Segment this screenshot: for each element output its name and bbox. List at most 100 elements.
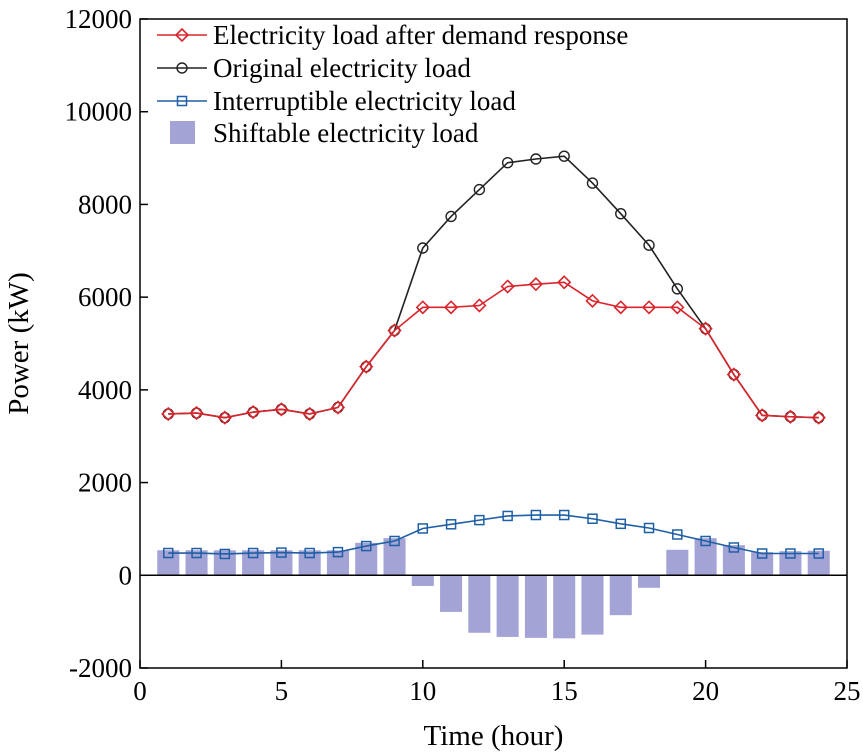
legend-item: Shiftable electricity load	[170, 118, 479, 148]
point-marker-square	[502, 510, 513, 522]
point-marker-circle	[558, 150, 570, 162]
point-marker-square	[558, 509, 570, 521]
shiftable-load-bar	[411, 575, 434, 586]
point-marker-diamond	[726, 367, 742, 382]
line-series	[161, 150, 826, 560]
legend: Electricity load after demand responseOr…	[157, 20, 628, 148]
shiftable-load-bar	[609, 575, 632, 616]
x-tick-label: 15	[551, 676, 578, 706]
shiftable-load-bar	[440, 575, 463, 612]
point-marker-square	[672, 529, 683, 540]
point-marker-diamond	[174, 27, 190, 43]
point-marker-diamond	[274, 402, 289, 417]
y-tick-label: 0	[119, 560, 133, 590]
x-axis-label: Time (hour)	[424, 720, 564, 752]
point-marker-square	[587, 513, 598, 524]
shiftable-load-bar	[638, 575, 661, 588]
x-tick-label: 0	[133, 676, 147, 706]
point-marker-square	[530, 509, 542, 521]
axis-ticks: 0 5 10 15 20 25-20000200040006000800010000120…	[65, 4, 861, 706]
series-diamond	[161, 275, 826, 425]
shiftable-load-bar	[496, 575, 519, 637]
point-marker-square	[332, 546, 344, 558]
shiftable-load-bar	[213, 550, 236, 576]
point-marker-square	[785, 548, 796, 559]
point-marker-square	[276, 547, 287, 558]
legend-swatch	[170, 121, 195, 144]
shiftable-load-bar	[694, 538, 717, 576]
series-line	[168, 155, 819, 419]
point-marker-square	[247, 547, 259, 559]
point-marker-circle	[176, 62, 188, 74]
point-marker-circle	[671, 283, 684, 295]
point-marker-square	[474, 514, 485, 526]
point-marker-square	[417, 523, 429, 534]
point-marker-square	[219, 548, 231, 560]
point-marker-circle	[586, 177, 599, 189]
shiftable-load-bar	[242, 550, 265, 576]
point-marker-circle	[501, 157, 514, 169]
point-marker-diamond	[585, 293, 600, 308]
shiftable-load-bar	[468, 575, 491, 633]
shiftable-load-bar	[524, 575, 547, 638]
point-marker-diamond	[415, 300, 430, 315]
point-marker-square	[389, 535, 400, 547]
point-marker-diamond	[613, 300, 628, 315]
shiftable-load-bar	[157, 550, 180, 576]
point-marker-diamond	[500, 279, 515, 294]
point-marker-square	[813, 548, 824, 559]
y-tick-label: 10000	[65, 97, 133, 127]
shiftable-load-bar	[751, 552, 774, 576]
point-marker-circle	[417, 242, 429, 254]
legend-label: Shiftable electricity load	[213, 118, 479, 148]
point-marker-circle	[473, 183, 486, 196]
legend-label: Interruptible electricity load	[213, 86, 516, 116]
point-marker-square	[176, 95, 188, 107]
point-marker-circle	[445, 210, 457, 223]
point-marker-square	[643, 522, 655, 534]
legend-item: Interruptible electricity load	[157, 86, 516, 116]
point-marker-square	[360, 540, 372, 552]
x-tick-label: 25	[834, 676, 861, 706]
point-marker-diamond	[472, 298, 487, 313]
point-marker-diamond	[302, 406, 317, 422]
bar-series	[157, 538, 830, 639]
shiftable-load-bar	[666, 549, 689, 576]
point-marker-square	[163, 547, 174, 559]
legend-label: Electricity load after demand response	[213, 20, 628, 50]
point-marker-diamond	[387, 323, 402, 338]
point-marker-square	[191, 547, 202, 559]
point-marker-diamond	[811, 410, 826, 425]
point-marker-square	[304, 547, 315, 559]
plot-frame	[139, 18, 848, 669]
point-marker-diamond	[161, 406, 176, 422]
y-tick-label: 2000	[78, 468, 132, 498]
point-marker-circle	[615, 207, 627, 220]
point-marker-diamond	[189, 405, 204, 421]
point-marker-diamond	[330, 400, 346, 415]
point-marker-diamond	[783, 409, 798, 424]
point-marker-circle	[530, 153, 542, 165]
shiftable-load-bar	[807, 550, 830, 576]
point-marker-square	[615, 518, 627, 530]
y-tick-label: 8000	[78, 189, 132, 219]
point-marker-square	[700, 535, 711, 547]
point-marker-square	[728, 542, 740, 553]
legend-item: Electricity load after demand response	[157, 20, 628, 50]
x-tick-label: 10	[409, 676, 436, 706]
point-marker-diamond	[245, 404, 261, 420]
shiftable-load-bar	[185, 550, 208, 576]
point-marker-diamond	[755, 408, 770, 423]
point-marker-diamond	[528, 277, 544, 292]
x-tick-label: 5	[275, 676, 289, 706]
shiftable-load-bar	[326, 550, 349, 576]
shiftable-load-bar	[581, 575, 604, 635]
y-axis-label: Power (kW)	[3, 272, 35, 415]
point-marker-diamond	[443, 300, 459, 315]
point-marker-diamond	[359, 359, 374, 374]
y-tick-label: 6000	[78, 282, 132, 312]
series-line	[168, 281, 819, 419]
series-circle	[162, 150, 825, 424]
point-marker-square	[756, 548, 768, 559]
